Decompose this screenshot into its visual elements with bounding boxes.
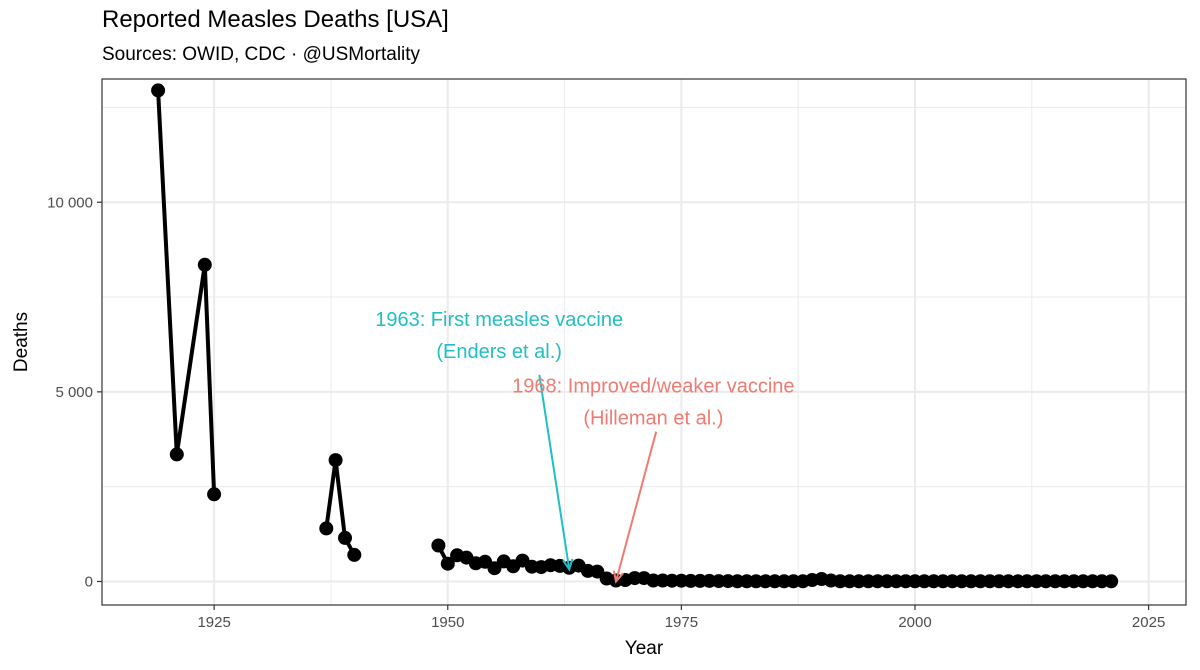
chart-subtitle: Sources: OWID, CDC · @USMortality [102,44,421,65]
data-point [169,447,184,462]
data-point [207,487,222,502]
series-line [324,458,357,557]
grid-lines [102,79,1186,605]
plot-panel-border [101,78,1187,606]
data-point [338,530,352,545]
annotation-arrow [614,431,658,582]
data-point [328,453,343,468]
x-tick-label: 2000 [898,614,931,631]
y-tick-label: 0 [85,573,93,590]
x-tick-label: 2025 [1132,614,1165,631]
annotation-arrowhead [612,570,624,584]
y-tick-label: 5 000 [55,384,93,401]
annotation-label: (Enders et al.) [436,341,562,363]
annotation-label: 1968: Improved/weaker vaccine [512,375,794,397]
axes: 1925 1950 1975 2000 2025 0 5 000 10 000 [47,194,1165,631]
y-tick-label: 10 000 [47,194,93,211]
chart-title: Reported Measles Deaths [USA] [102,6,449,33]
data-point [440,556,455,571]
data-point [347,547,362,562]
annotation-label: 1963: First measles vaccine [375,309,623,331]
x-tick-label: 1975 [665,614,698,631]
x-tick-label: 1925 [197,614,230,631]
data-point [1104,574,1119,589]
annotation-arrowhead [562,558,574,572]
annotation-arrow [538,374,571,570]
data-point [431,538,446,553]
data-point [319,521,334,536]
data-point [151,83,166,98]
data-point [197,257,212,272]
annotations: 1963: First measles vaccine (Enders et al… [375,309,795,584]
data-series [151,83,1119,589]
series-line [156,88,217,497]
x-axis-title: Year [625,638,664,659]
y-axis-title: Deaths [11,312,32,372]
x-tick-label: 1950 [431,614,464,631]
annotation-label: (Hilleman et al.) [583,407,723,429]
